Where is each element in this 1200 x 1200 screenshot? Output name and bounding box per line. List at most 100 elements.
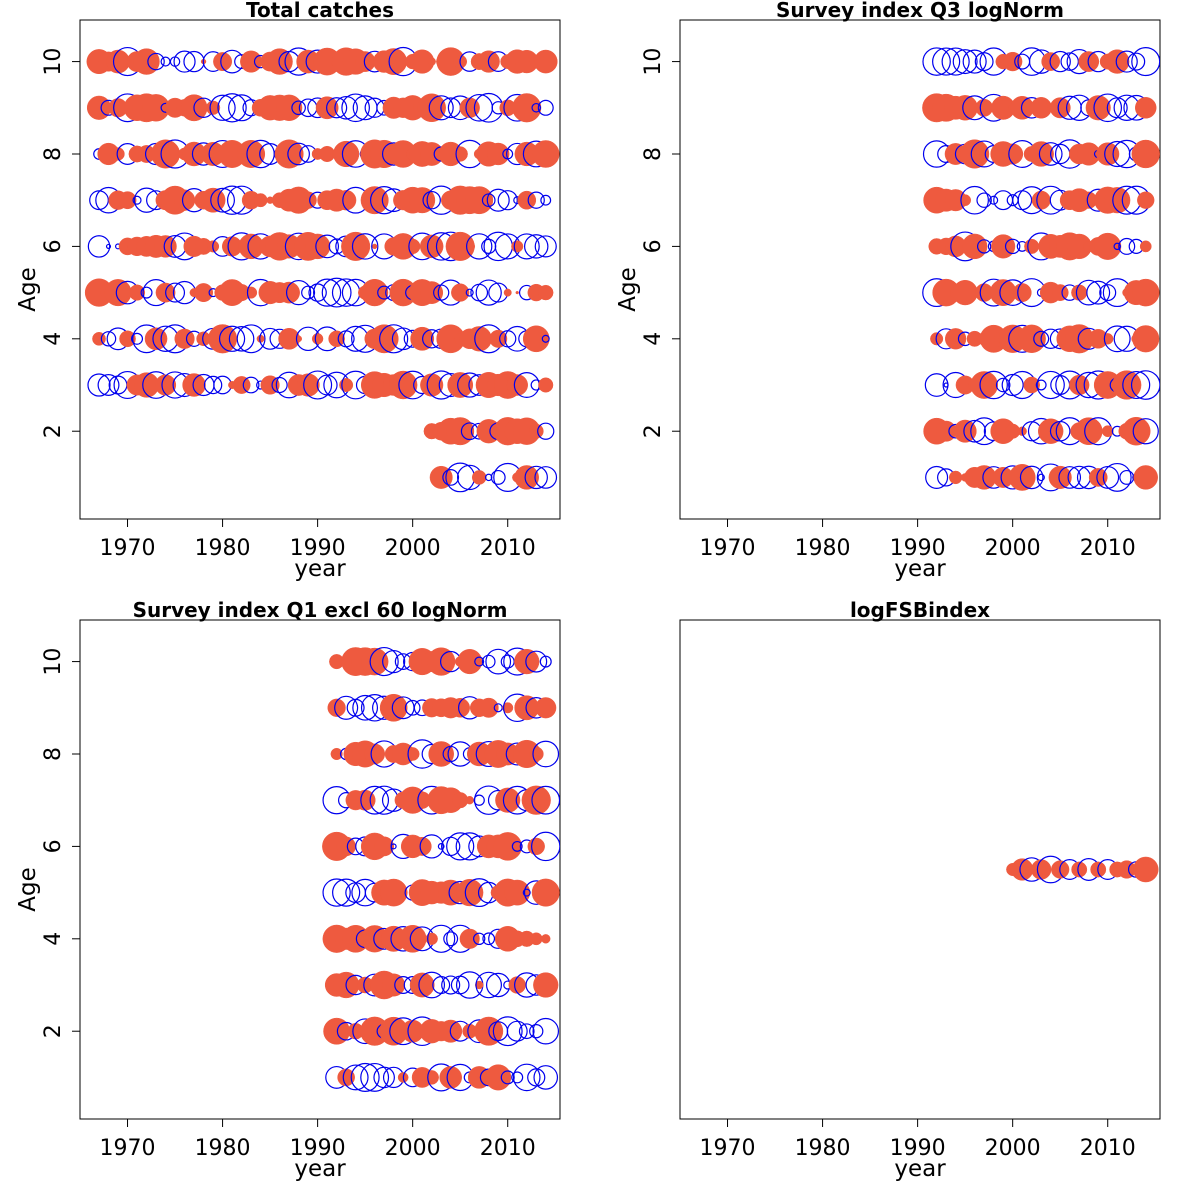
bubble-negative [1049,50,1071,73]
bubble-negative [485,648,512,675]
bubble-negative [1086,280,1111,305]
bubble-positive [275,94,303,121]
bubble-negative [345,882,367,904]
bubble-positive [420,373,444,397]
bubble-positive [1131,139,1160,169]
bubble-positive [336,836,356,857]
y-axis-label: Age [615,267,641,311]
bubble-negative [210,187,235,213]
bubble-negative [1035,379,1047,391]
bubble-positive [528,423,544,439]
bubble-positive [86,95,112,120]
y-tick-label: 10 [641,48,666,76]
panel-4: logFSBindex 1970 1980 1990 2000 2010 year [679,598,1161,1182]
bubble-positive [446,417,475,446]
x-tick-label: 1970 [100,536,156,561]
bubble-positive [106,49,130,74]
bubble-positive [456,878,484,907]
bubble-positive [478,697,499,718]
bubble-positive [296,373,320,397]
bubble-negative [465,288,474,297]
bubble-negative [379,324,409,354]
bubble-positive [471,470,487,485]
bubble-positive [459,928,480,949]
bubble-negative [943,382,949,388]
bubble-positive [485,1064,512,1091]
bubble-positive [533,49,558,74]
bubble-positive [465,186,494,215]
bubble-positive [274,139,304,169]
bubble-negative [301,285,316,300]
bubble-positive [330,747,343,761]
bubble-negative [533,1065,559,1090]
bubble-positive [417,93,446,123]
panel-3: Survey index Q1 excl 60 logNorm 1970 1980 1… [15,598,561,1182]
bubble-negative [1075,279,1102,306]
bubble-negative [89,190,109,211]
bubble-positive [412,836,432,856]
bubble-positive [1137,191,1155,209]
bubble-positive [538,377,554,393]
bubble-positive [531,140,560,168]
y-tick-label: 8 [41,147,66,161]
bubble-negative [105,243,112,249]
bubble-negative [511,840,523,852]
bubble-positive [174,328,195,349]
bubble-negative [350,1062,380,1092]
bubble-negative [1115,50,1138,73]
bubble-positive [119,330,136,348]
bubble-positive [111,147,125,161]
bubble-positive [398,924,427,953]
panel-title: Survey index Q1 excl 60 logNorm [133,598,508,622]
bubble-positive [1003,51,1023,72]
bubble-positive [971,465,997,490]
bubble-negative [513,233,540,260]
bubble-positive [953,419,977,443]
bubble-negative [140,286,153,299]
bubble-positive [369,324,399,354]
panel-1: Total catches 1970 1980 1990 2000 2010 year 2 4 6… [15,0,561,582]
x-tick-label: 2010 [1080,536,1136,561]
bubble-positive [1048,465,1072,489]
bubble-negative [321,277,352,308]
bubble-positive [504,879,531,906]
bubble-negative [342,1064,369,1091]
bubble-negative [217,93,247,123]
bubble-positive [451,283,470,302]
bubble-negative [228,94,256,122]
bubble-negative [483,231,513,262]
plot-frame [79,19,561,520]
bubble-positive [439,1066,462,1089]
bubble-negative [1001,373,1024,397]
bubble-positive [205,100,221,115]
bubble-negative [443,931,459,947]
bubble-negative [308,283,327,302]
bubble-positive [341,231,371,261]
x-tick-label: 2010 [480,536,536,561]
bubble-negative [511,1071,524,1084]
bubble-positive [487,142,510,166]
bubble-positive [457,649,483,675]
bubble-positive [508,976,526,994]
bubble-negative [466,233,493,260]
bubble-positive [1131,278,1160,307]
x-tick-label: 1990 [290,1136,346,1161]
bubble-negative [539,655,552,668]
bubble-negative [100,331,117,347]
panel-title: Survey index Q3 logNorm [776,0,1064,22]
bubble-positive [240,50,263,73]
bubble-negative [1019,465,1044,490]
bubble-negative [993,190,1014,211]
bubbles [322,646,560,1092]
bubble-negative [313,278,342,307]
bubble-negative [529,1024,544,1039]
bubble-negative [532,740,560,768]
y-tick-label: 8 [641,147,666,161]
x-axis-label: year [294,556,346,582]
bubble-negative [473,932,486,946]
bubble-positive [952,95,978,121]
y-tick-label: 2 [41,424,66,438]
bubble-negative [427,924,456,953]
bubble-negative [524,465,548,490]
